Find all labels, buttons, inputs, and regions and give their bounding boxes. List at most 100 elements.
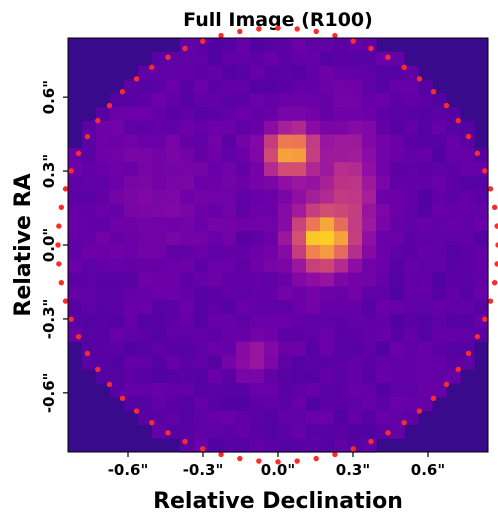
heatmap-pixel [82,176,97,191]
heatmap-pixel [222,327,237,343]
aperture-marker [494,261,498,267]
heatmap-pixel [208,369,223,384]
heatmap-pixel [306,369,321,384]
heatmap-pixel [460,231,475,246]
heatmap-pixel [124,217,139,232]
heatmap-pixel [404,258,419,274]
heatmap-pixel [152,51,167,67]
heatmap-pixel [82,148,97,163]
heatmap-pixel [264,300,279,315]
heatmap-pixel [320,314,335,329]
heatmap-pixel [236,162,251,177]
heatmap-pixel [334,327,349,343]
heatmap-pixel [250,258,265,274]
heatmap-pixel [320,272,335,287]
aperture-marker [385,430,391,436]
heatmap-pixel [82,217,97,232]
heatmap-pixel [138,231,153,246]
heatmap-pixel [320,369,335,384]
heatmap-pixel [362,383,377,398]
heatmap-pixel [390,369,405,384]
heatmap-pixel [446,369,461,384]
heatmap-pixel [124,134,139,149]
heatmap-pixel [418,341,433,356]
heatmap-pixel [334,51,349,67]
aperture-marker [106,102,113,109]
heatmap-pixel [278,286,293,301]
heatmap-pixel [446,300,461,315]
heatmap-pixel [362,189,377,205]
aperture-marker [75,150,82,157]
aperture-marker [401,64,407,71]
heatmap-pixel [390,383,405,398]
heatmap-pixel [152,65,167,80]
heatmap-pixel [236,217,251,232]
heatmap-pixel [236,38,251,53]
heatmap-pixel [376,327,391,343]
heatmap-pixel [180,38,195,53]
heatmap-pixel [446,203,461,218]
heatmap-pixel [208,245,223,260]
heatmap-pixel [250,120,265,136]
heatmap-pixel [306,203,321,218]
heatmap-pixel [432,120,447,136]
aperture-marker [68,168,74,174]
y-tick-label: -0.3" [40,299,58,340]
heatmap-pixel [68,148,83,163]
aperture-marker [62,298,69,304]
aperture-marker [84,133,91,140]
heatmap-pixel [166,134,181,149]
heatmap-pixel [376,107,391,122]
heatmap-pixel [124,369,139,384]
heatmap-pixel [390,51,405,67]
x-tick-label: 0.0" [261,461,295,479]
heatmap-pixel [418,134,433,149]
heatmap-pixel [166,107,181,122]
heatmap-pixel [124,231,139,246]
heatmap-pixel [334,162,349,177]
heatmap-pixel [250,107,265,122]
heatmap-pixel [390,327,405,343]
heatmap-pixel [208,176,223,191]
aperture-marker [368,438,374,445]
heatmap-pixel [208,424,223,439]
heatmap-pixel [404,134,419,149]
heatmap-pixel [334,148,349,163]
heatmap-pixel [404,79,419,94]
heatmap-pixel [124,396,139,412]
heatmap-pixel [250,300,265,315]
heatmap-pixel [432,258,447,274]
heatmap-pixel [152,424,167,439]
heatmap-pixel [264,231,279,246]
heatmap-pixel [348,107,363,122]
heatmap-pixel [306,383,321,398]
heatmap-pixel [194,258,209,274]
heatmap-pixel [152,245,167,260]
heatmap-pixel [124,355,139,370]
heatmap-pixel [278,383,293,398]
heatmap-pixel [110,300,125,315]
heatmap-pixel [68,217,83,232]
heatmap-pixel [376,203,391,218]
heatmap-pixel [306,396,321,412]
heatmap-pixel [334,396,349,412]
heatmap-pixel [222,217,237,232]
heatmap-pixel [138,341,153,356]
heatmap-pixel [432,272,447,287]
heatmap-pixel [250,217,265,232]
heatmap-pixel [362,134,377,149]
heatmap-pixel [194,51,209,67]
heatmap-pixel [250,93,265,108]
heatmap-pixel [152,176,167,191]
heatmap-pixel [180,369,195,384]
heatmap-pixel [222,410,237,425]
heatmap-pixel [250,314,265,329]
heatmap-pixel [194,369,209,384]
heatmap-pixel [152,286,167,301]
heatmap-pixel [250,438,265,453]
heatmap-pixel [82,189,97,205]
heatmap-pixel [222,79,237,94]
heatmap-pixel [138,120,153,136]
heatmap-pixel [334,245,349,260]
heatmap-pixel [306,410,321,425]
